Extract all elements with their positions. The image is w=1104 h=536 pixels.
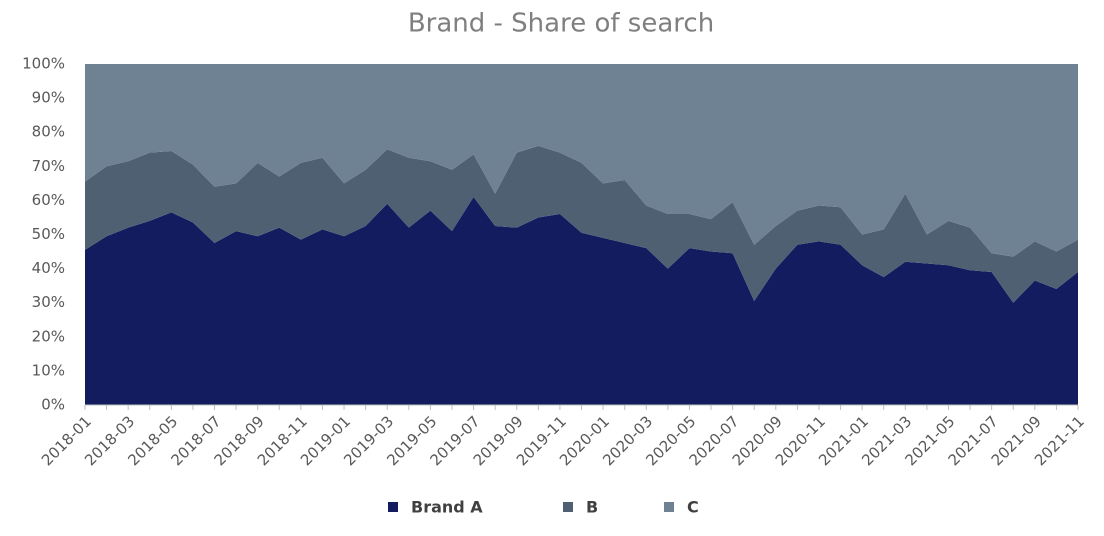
y-tick-label: 100% [22, 55, 65, 73]
y-tick-label: 20% [32, 327, 65, 345]
area [85, 196, 1078, 405]
y-tick-label: 80% [32, 123, 65, 141]
legend-swatch [664, 502, 674, 512]
y-tick-label: 90% [32, 89, 65, 107]
y-tick-label: 50% [32, 225, 65, 243]
legend-swatch [563, 502, 573, 512]
chart-title: Brand - Share of search [408, 9, 714, 39]
y-tick-label: 10% [32, 361, 65, 379]
legend-label: B [586, 498, 598, 517]
area [85, 64, 1078, 257]
y-tick-label: 60% [32, 191, 65, 209]
y-tick-label: 0% [41, 396, 65, 414]
y-tick-label: 70% [32, 157, 65, 175]
legend-swatch [388, 502, 398, 512]
legend-label: C [687, 498, 699, 517]
area [85, 145, 1078, 303]
legend-label: Brand A [411, 498, 483, 517]
y-tick-label: 40% [32, 259, 65, 277]
y-tick-label: 30% [32, 293, 65, 311]
